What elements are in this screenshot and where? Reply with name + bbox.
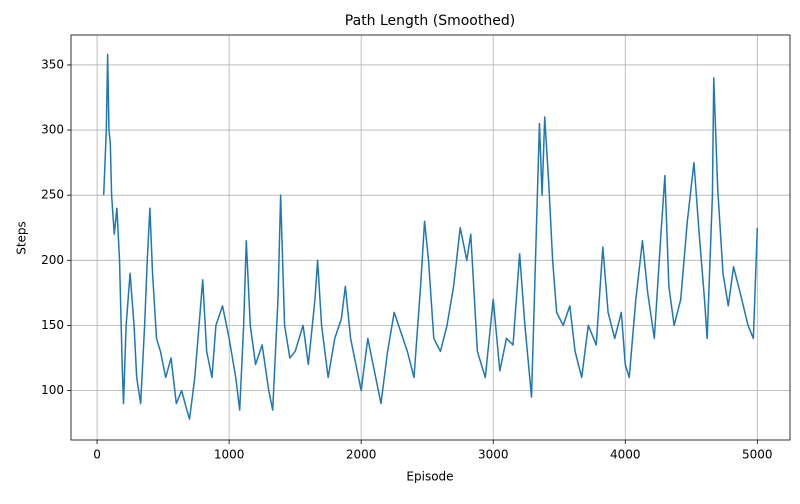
y-axis-label: Steps [15,221,29,255]
y-tick-label: 250 [41,188,64,202]
x-tick-label: 3000 [478,448,509,462]
x-tick-label: 4000 [610,448,641,462]
y-tick-label: 300 [41,123,64,137]
x-tick-label: 0 [93,448,101,462]
plot-area: 0 1000 2000 3000 4000 5000 100 150 200 250 300 350 [41,35,790,462]
x-tick-label: 1000 [214,448,245,462]
x-tick-label: 2000 [346,448,377,462]
x-axis-label: Episode [406,470,453,484]
chart-title: Path Length (Smoothed) [345,13,515,29]
x-tick-label: 5000 [742,448,773,462]
y-tick-label: 200 [41,253,64,267]
axes-frame [70,34,791,441]
y-tick-label: 100 [41,383,64,397]
y-tick-label: 350 [41,57,64,71]
data-line [102,53,759,420]
y-tick-label: 150 [41,318,64,332]
